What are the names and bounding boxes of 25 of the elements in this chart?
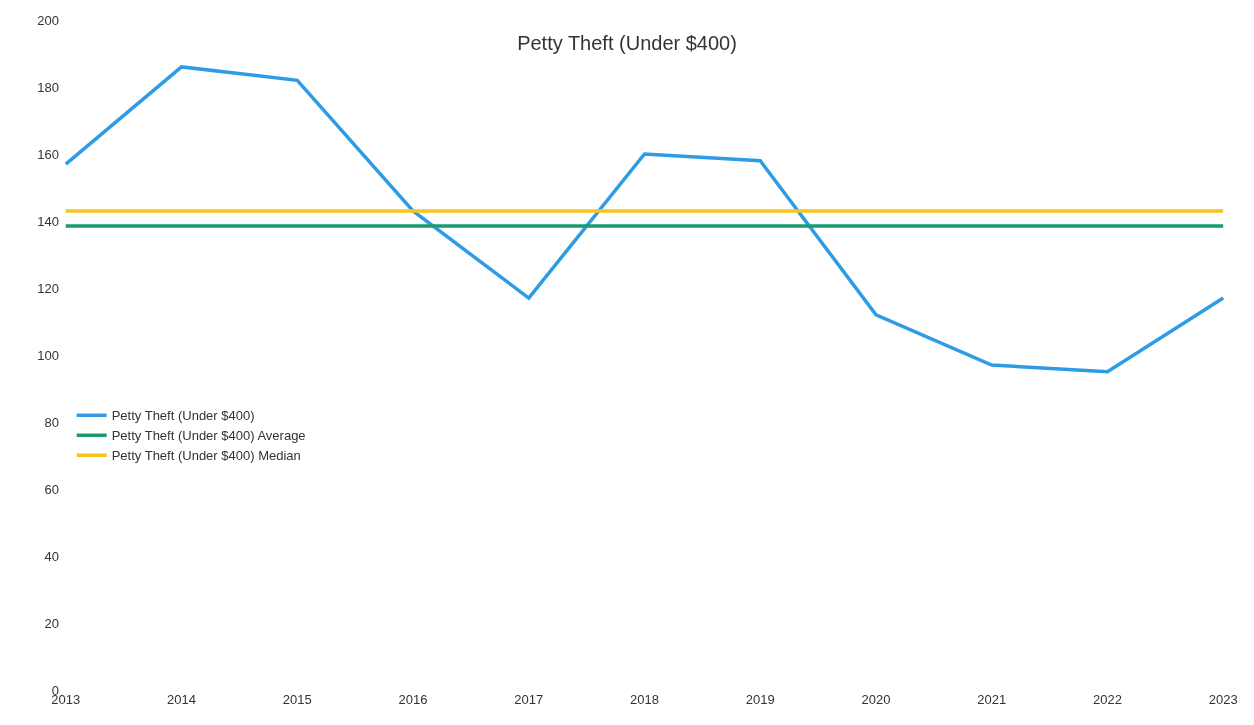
y-tick-label: 180 — [37, 79, 59, 95]
y-tick-label: 80 — [44, 414, 59, 430]
x-tick-label: 2022 — [1093, 692, 1122, 707]
x-tick-label: 2015 — [282, 692, 312, 707]
x-tick-label: 2021 — [977, 692, 1007, 707]
y-tick-label: 40 — [44, 548, 59, 564]
text: Petty Theft (Under $400) — [517, 32, 737, 55]
x-tick-label: 2016 — [398, 692, 428, 707]
legend-label: Petty Theft (Under $400) — [111, 408, 255, 424]
y-tick-label: 100 — [37, 347, 59, 363]
x-tick-label: 2014 — [167, 692, 196, 707]
y-tick-label: 60 — [44, 481, 59, 497]
y-tick-label: 20 — [44, 615, 59, 631]
y-tick-label: 120 — [37, 280, 59, 296]
x-tick-label: 2023 — [1208, 692, 1238, 707]
legend-label: Petty Theft (Under $400) Median — [111, 448, 301, 464]
x-tick-label: 2019 — [745, 692, 775, 707]
y-tick-label: 200 — [37, 12, 59, 28]
x-tick-label: 2018 — [630, 692, 659, 707]
legend-label: Petty Theft (Under $400) Average — [111, 428, 306, 444]
line-series — [64, 65, 1225, 374]
x-tick-label: 2017 — [514, 692, 544, 707]
x-tick-label: 2020 — [861, 692, 891, 707]
y-tick-label: 140 — [37, 213, 59, 229]
y-tick-label: 160 — [37, 146, 59, 162]
